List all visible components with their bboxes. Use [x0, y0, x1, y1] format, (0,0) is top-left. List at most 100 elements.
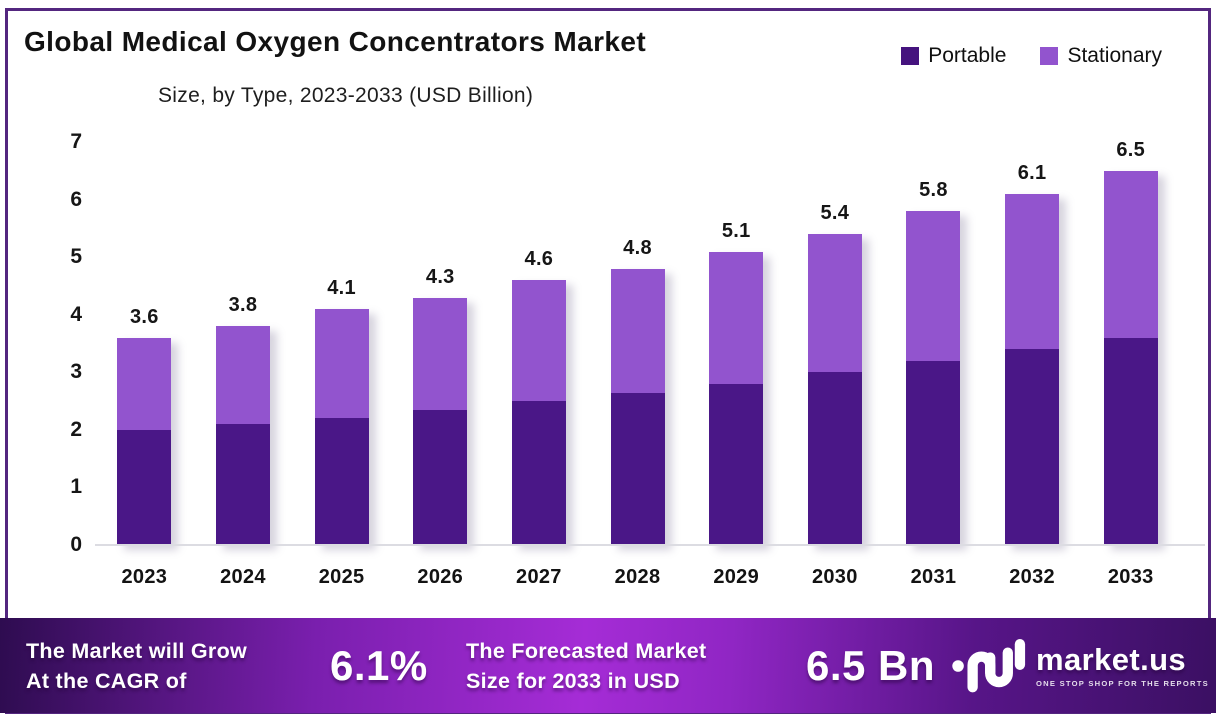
market-us-icon [952, 638, 1026, 692]
y-tick-label-1: 1 [70, 475, 82, 499]
bar-total-label-2032: 6.1 [1017, 161, 1047, 184]
y-tick-label-5: 5 [70, 245, 82, 269]
bar-total-label-2031: 5.8 [919, 179, 948, 202]
y-tick-label-0: 0 [70, 533, 82, 556]
y-tick-label-3: 3 [70, 360, 82, 384]
bar-stack-2030 [807, 234, 862, 545]
x-tick-label-2031: 2031 [910, 566, 957, 588]
x-tick-label-2024: 2024 [220, 566, 266, 588]
bar-total-label-2023: 3.6 [129, 305, 159, 328]
bar-segment-stationary-2029 [709, 251, 764, 384]
y-tick-label-2: 2 [70, 417, 82, 441]
bar-group-2024: 3.8 [194, 120, 293, 545]
x-tick-label-2032: 2032 [1009, 566, 1055, 588]
bar-segment-portable-2033 [1103, 337, 1158, 545]
bar-stack-2031 [906, 211, 961, 545]
bar-segment-portable-2027 [511, 401, 566, 545]
bar-segment-portable-2030 [807, 372, 862, 545]
bar-total-label-2027: 4.6 [524, 248, 554, 271]
bar-segment-portable-2032 [1005, 349, 1060, 545]
bar-segment-portable-2026 [413, 409, 468, 545]
legend-label-stationary: Stationary [1067, 44, 1162, 67]
bar-segment-portable-2024 [215, 424, 270, 545]
bar-segment-stationary-2023 [117, 337, 172, 430]
bar-group-2028: 4.8 [588, 120, 687, 545]
x-tick-label-2030: 2030 [811, 566, 858, 588]
forecast-label-line1: The Forecasted Market [466, 638, 707, 663]
y-axis: 0 1 2 3 4 5 6 7 [38, 0, 82, 723]
bar-segment-stationary-2032 [1005, 193, 1060, 350]
brand-tagline: ONE STOP SHOP FOR THE REPORTS [1036, 678, 1209, 688]
bar-stack-2028 [610, 268, 665, 545]
bar-segment-stationary-2026 [413, 297, 468, 410]
bar-stack-2033 [1103, 170, 1158, 545]
x-tick-label-2023: 2023 [121, 566, 168, 588]
bar-segment-portable-2031 [906, 360, 961, 545]
bar-stack-2029 [709, 251, 764, 545]
bar-total-label-2025: 4.1 [327, 277, 356, 300]
bar-segment-stationary-2028 [610, 268, 665, 393]
bar-total-label-2030: 5.4 [820, 202, 850, 225]
x-tick-label-2025: 2025 [318, 566, 365, 588]
brand-name: market.us [1036, 641, 1187, 677]
bar-total-label-2024: 3.8 [228, 294, 258, 317]
bar-total-label-2029: 5.1 [721, 219, 751, 242]
bar-group-2025: 4.1 [292, 120, 391, 545]
forecast-label-line2: Size for 2033 in USD [466, 668, 680, 693]
x-tick-label-2033: 2033 [1107, 566, 1154, 588]
bar-group-2031: 5.8 [884, 120, 983, 545]
bar-segment-stationary-2024 [215, 326, 270, 425]
x-tick-label-2026: 2026 [417, 566, 464, 588]
bar-segment-portable-2028 [610, 392, 665, 545]
y-tick-label-6: 6 [70, 187, 82, 211]
footer-banner: The Market will Grow At the CAGR of 6.1%… [0, 618, 1216, 713]
bar-stack-2024 [215, 326, 270, 545]
bar-stack-2025 [314, 309, 369, 545]
cagr-label-line2: At the CAGR of [26, 668, 187, 693]
bar-group-2032: 6.1 [983, 120, 1082, 545]
bar-stack-2032 [1005, 193, 1060, 545]
y-tick-label-4: 4 [70, 302, 82, 326]
x-tick-label-2029: 2029 [713, 566, 760, 588]
legend-item-portable: Portable [901, 44, 1006, 68]
bar-group-2030: 5.4 [785, 120, 884, 545]
legend: Portable Stationary [901, 44, 1162, 68]
portable-swatch-icon [901, 47, 920, 65]
forecast-value: 6.5 Bn [806, 641, 936, 689]
page-subtitle: Size, by Type, 2023-2033 (USD Billion) [158, 84, 534, 107]
x-axis: 2023 2024 2025 2026 2027 2028 2029 2030 2031 2032… [95, 566, 1180, 589]
brand-logo: market.us ONE STOP SHOP FOR THE REPORTS [952, 636, 1209, 696]
plot-area: 3.6 3.8 4.1 4.3 4.6 4.8 5.1 5.4 5.8 6.1 6.5 [95, 120, 1180, 545]
legend-item-stationary: Stationary [1040, 44, 1162, 68]
bar-stack-2027 [511, 280, 566, 545]
bar-group-2026: 4.3 [391, 120, 490, 545]
brand-text: market.us ONE STOP SHOP FOR THE REPORTS [1036, 644, 1209, 688]
bar-segment-stationary-2025 [314, 309, 369, 419]
bar-group-2027: 4.6 [490, 120, 589, 545]
bar-segment-stationary-2030 [807, 234, 862, 373]
bar-total-label-2028: 4.8 [623, 236, 652, 259]
cagr-label-line1: The Market will Grow [26, 638, 248, 663]
stationary-swatch-icon [1040, 47, 1059, 65]
x-tick-label-2027: 2027 [516, 566, 562, 588]
bar-total-label-2033: 6.5 [1116, 138, 1146, 161]
bar-segment-portable-2023 [117, 429, 172, 545]
forecast-label: The Forecasted Market Size for 2033 in U… [466, 635, 707, 695]
bar-segment-portable-2029 [709, 383, 764, 545]
bar-stack-2023 [117, 337, 172, 545]
page-title: Global Medical Oxygen Concentrators Mark… [24, 26, 647, 57]
bar-group-2023: 3.6 [95, 120, 194, 545]
bar-segment-portable-2025 [314, 418, 369, 545]
legend-label-portable: Portable [928, 44, 1007, 67]
bar-group-2029: 5.1 [687, 120, 786, 545]
bar-group-2033: 6.5 [1081, 120, 1180, 545]
y-tick-label-7: 7 [70, 130, 82, 154]
bar-total-label-2026: 4.3 [425, 265, 455, 288]
x-tick-label-2028: 2028 [614, 566, 661, 588]
cagr-value: 6.1% [330, 641, 428, 689]
bar-segment-stationary-2027 [511, 280, 566, 402]
cagr-label: The Market will Grow At the CAGR of [26, 635, 247, 695]
x-axis-line [95, 544, 1205, 546]
bar-stack-2026 [413, 297, 468, 545]
